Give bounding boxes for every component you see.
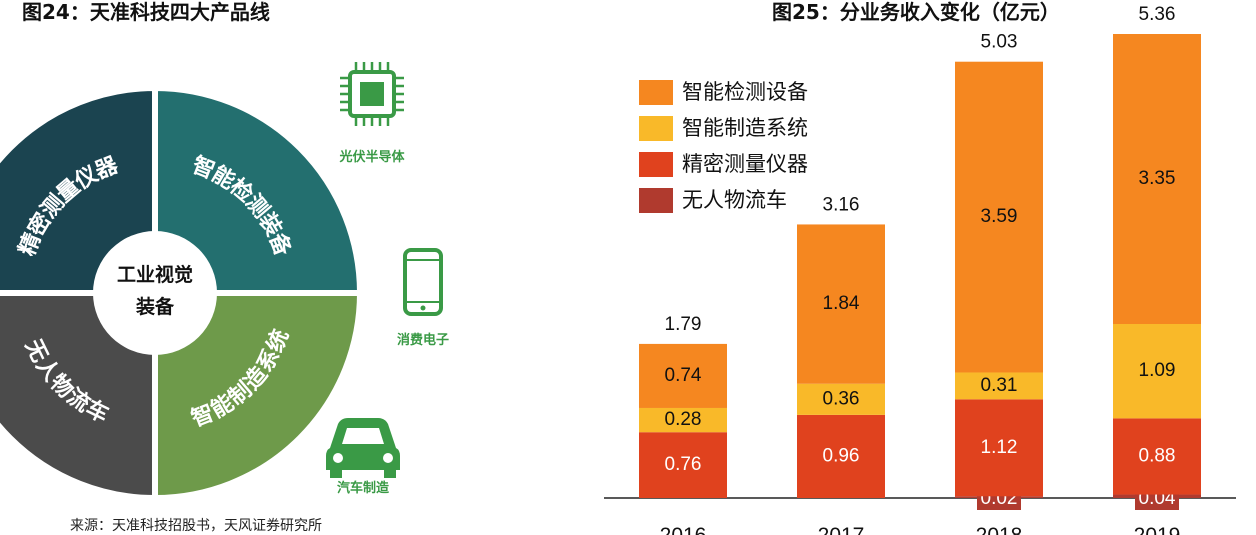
data-label: 0.28 (665, 409, 702, 430)
legend-label: 智能检测设备 (682, 80, 808, 104)
legend-swatch (639, 80, 673, 105)
bar-segment (639, 432, 727, 498)
source-note: 来源：天准科技招股书，天风证券研究所 (70, 518, 322, 534)
data-label: 0.74 (665, 365, 702, 386)
data-label: 3.35 (1139, 168, 1176, 189)
wheel-center (93, 231, 217, 355)
bar-segment (955, 61, 1043, 373)
car-icon (326, 418, 400, 478)
total-label: 1.79 (665, 314, 702, 335)
chip-icon (340, 62, 404, 126)
bar-segment (1113, 418, 1201, 495)
bar-segment (797, 414, 885, 498)
wheel-segment (0, 290, 158, 502)
bar-segment (955, 372, 1043, 400)
legend-label: 无人物流车 (682, 188, 787, 212)
wheel-center-label: 装备 (135, 295, 175, 318)
legend-swatch (639, 116, 673, 141)
left-figure-title: 图24：天准科技四大产品线 (22, 0, 270, 24)
bar-segment (955, 399, 1043, 497)
bar-segment (1113, 34, 1201, 324)
application-label: 光伏半导体 (338, 149, 405, 165)
data-label: 0.31 (981, 375, 1018, 396)
wheel-segment (152, 290, 364, 502)
data-label: 0.96 (823, 445, 860, 466)
product-line-wheel: 精密测量仪器 智能检测装备智能制造系统无人物流车工业视觉装备光伏半导体消费电子汽车… (0, 62, 449, 502)
data-label: 0.88 (1139, 445, 1176, 466)
bar-segment (797, 383, 885, 415)
wheel-segment (0, 84, 158, 296)
x-tick-label: 2016 (660, 524, 707, 535)
phone-icon (403, 248, 443, 316)
total-label: 3.16 (823, 194, 860, 215)
application-label: 汽车制造 (337, 480, 390, 496)
data-label: 3.59 (981, 206, 1018, 227)
revenue-bar-chart: 0.76 0.28 0.74 1.79 2016 0.96 0.36 1.84 3.16 2017… (604, 4, 1236, 535)
total-label: 5.03 (981, 32, 1018, 53)
legend-swatch (639, 188, 673, 213)
right-figure-title: 图25：分业务收入变化（亿元） (772, 0, 1060, 24)
data-label: 0.76 (665, 454, 702, 475)
x-tick-label: 2019 (1134, 524, 1181, 535)
bar-segment (1113, 324, 1201, 419)
data-label: 0.36 (823, 388, 860, 409)
total-label: 5.36 (1139, 4, 1176, 25)
wheel-segment (152, 84, 364, 296)
data-label: 1.12 (981, 437, 1018, 458)
x-tick-label: 2017 (818, 524, 865, 535)
data-label: 1.84 (823, 293, 860, 314)
bar-segment (797, 224, 885, 384)
legend-swatch (639, 152, 673, 177)
legend-label: 智能制造系统 (682, 116, 808, 140)
bar-segment (639, 407, 727, 433)
bar-segment (639, 343, 727, 408)
application-label: 消费电子 (397, 332, 449, 348)
legend-label: 精密测量仪器 (682, 152, 808, 176)
x-tick-label: 2018 (976, 524, 1023, 535)
wheel-center-label: 工业视觉 (117, 263, 193, 286)
data-label: 1.09 (1139, 360, 1176, 381)
